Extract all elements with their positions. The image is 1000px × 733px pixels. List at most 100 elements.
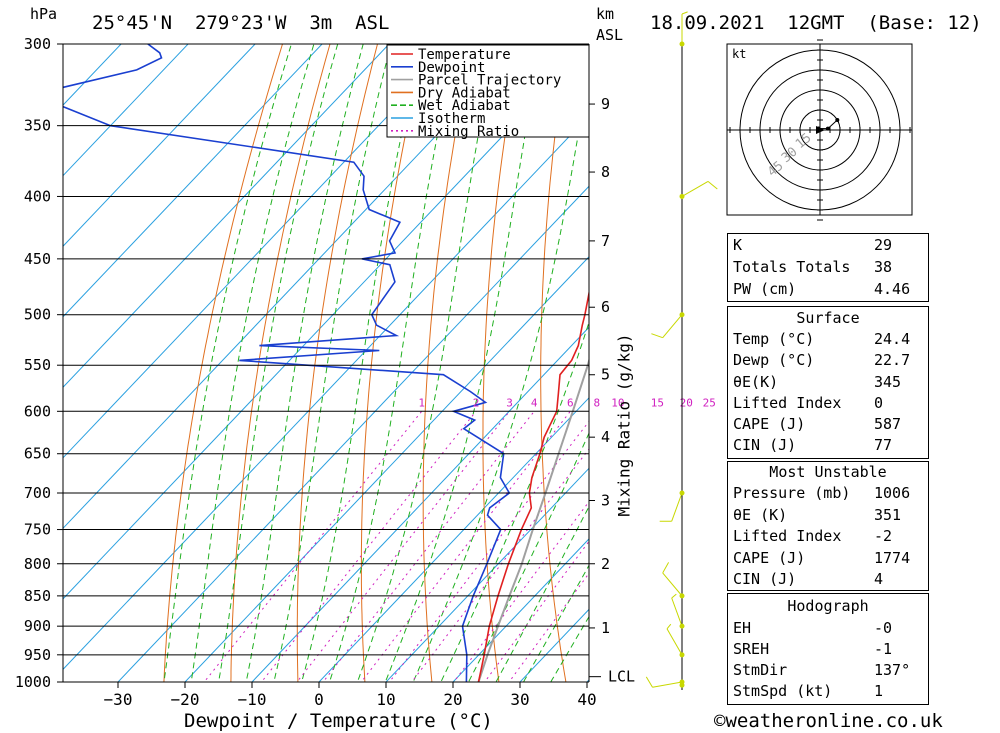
index-label: PW (cm): [733, 280, 797, 298]
pressure-tick-label: 1000: [15, 673, 51, 691]
isotherm-line: [251, 326, 589, 682]
index-value: 38: [874, 258, 893, 276]
surface-row: CIN (J) 77: [728, 435, 928, 456]
pressure-tick-label: 550: [24, 356, 51, 374]
height-tick-label: 3: [601, 492, 610, 510]
wet-adiabat-line: [301, 44, 423, 682]
wind-barb-staff: [666, 628, 683, 656]
mixing-ratio-line: [322, 410, 535, 682]
indices-panel: K 29 Totals Totals 38 PW (cm) 4.46: [727, 233, 929, 302]
mu-label: Pressure (mb): [733, 484, 851, 502]
temperature-tick-label: −20: [171, 690, 200, 709]
storm-motion-marker: [816, 126, 825, 134]
location-title: 25°45'N 279°23'W 3m ASL: [92, 12, 390, 34]
mu-row: CAPE (J) 1774: [728, 548, 928, 569]
hodo-value: 1: [874, 682, 884, 700]
lcl-label: LCL: [608, 668, 635, 686]
mixing-ratio-line: [260, 410, 477, 682]
mixing-ratio-label: 6: [567, 396, 574, 409]
hodo-label: EH: [733, 619, 752, 637]
pressure-tick-label: 900: [24, 617, 51, 635]
wind-barb-feather: [671, 593, 677, 599]
height-tick-label: 5: [601, 366, 610, 384]
surface-panel: Surface Temp (°C) 24.4 Dewp (°C) 22.7 θE(K…: [727, 306, 929, 459]
hodo-row: EH -0: [728, 618, 928, 639]
wet-adiabat-line: [245, 44, 364, 682]
legend-entry: Parcel Trajectory: [418, 73, 561, 89]
wet-adiabat-line: [440, 320, 589, 682]
hodo-label: StmDir: [733, 661, 788, 679]
surface-title-text: Surface: [796, 309, 860, 327]
pressure-tick-label: 650: [24, 445, 51, 463]
surface-row: θE(K) 345: [728, 372, 928, 393]
wet-adiabat-line: [329, 44, 457, 682]
wind-barb-feather: [681, 11, 688, 15]
temperature-tick-label: −10: [238, 690, 267, 709]
index-label: Totals Totals: [733, 258, 851, 276]
surface-row: Dewp (°C) 22.7: [728, 350, 928, 371]
index-label: K: [733, 236, 743, 254]
index-value: 4.46: [874, 280, 911, 298]
isotherm-line: [63, 44, 589, 600]
isotherm-line: [318, 397, 589, 682]
mixing-ratio-line: [360, 410, 571, 682]
pressure-tick-label: 700: [24, 484, 51, 502]
height-tick-label: 9: [601, 95, 610, 113]
mu-label: CIN (J): [733, 570, 797, 588]
legend-entry: Mixing Ratio: [418, 124, 519, 140]
mixing-ratio-line: [508, 572, 589, 682]
mu-value: 1774: [874, 549, 911, 567]
pressure-tick-label: 450: [24, 250, 51, 268]
mixing-ratio-line: [483, 540, 589, 682]
mu-row: Lifted Index -2: [728, 526, 928, 547]
dry-adiabat-line: [540, 44, 569, 682]
wind-barb-staff: [671, 492, 683, 522]
surface-label: CAPE (J): [733, 415, 806, 433]
parcel-trajectory: [477, 357, 589, 682]
pressure-tick-label: 750: [24, 521, 51, 539]
pressure-tick-label: 950: [24, 646, 51, 664]
index-row-pw: PW (cm) 4.46: [728, 279, 928, 300]
dry-adiabat-line: [947, 26, 1000, 708]
index-row-k: K 29: [728, 235, 928, 256]
x-axis-title: Dewpoint / Temperature (°C): [184, 710, 493, 732]
isotherm-line: [63, 44, 323, 318]
mixing-ratio-label: 8: [593, 396, 600, 409]
wet-adiabat-line: [190, 44, 315, 682]
height-tick-label: 2: [601, 555, 610, 573]
surface-row: CAPE (J) 587: [728, 414, 928, 435]
isotherm-line: [63, 44, 457, 459]
isotherm-line: [63, 44, 122, 106]
temperature-tick-label: −30: [104, 690, 133, 709]
temperature-tick-label: 30: [510, 690, 529, 709]
pressure-unit-label: hPa: [30, 5, 58, 23]
pressure-tick-label: 800: [24, 555, 51, 573]
height-tick-label: 7: [601, 232, 610, 250]
pressure-tick-label: 600: [24, 402, 51, 420]
isotherm-line: [63, 44, 524, 530]
credit-link[interactable]: ©weatheronline.co.uk: [714, 710, 943, 732]
temperature-tick-label: 0: [314, 690, 324, 709]
mu-row: θE (K) 351: [728, 505, 928, 526]
dry-adiabat-line: [422, 44, 474, 682]
height-tick-label: 6: [601, 298, 610, 316]
mixing-ratio-label: 1: [418, 396, 425, 409]
wind-barb-staff: [681, 180, 709, 197]
isotherm-line: [63, 114, 589, 671]
surface-value: 0: [874, 394, 884, 412]
height-unit-asl: ASL: [596, 26, 624, 44]
wind-barb-staff: [652, 681, 683, 688]
legend-entry: Temperature: [418, 47, 511, 63]
hodo-value: -1: [874, 640, 893, 658]
mixing-ratio-line: [411, 448, 589, 682]
legend-entry: Dry Adiabat: [418, 85, 511, 101]
wet-adiabat-line: [273, 44, 392, 682]
index-row-totals: Totals Totals 38: [728, 257, 928, 278]
dry-adiabat-line: [230, 44, 331, 682]
mixing-ratio-label: 4: [531, 396, 538, 409]
most-unstable-title: Most Unstable: [728, 462, 928, 483]
most-unstable-title-text: Most Unstable: [769, 463, 887, 481]
surface-label: Dewp (°C): [733, 351, 815, 369]
isotherm-line: [63, 44, 256, 247]
pressure-tick-label: 350: [24, 117, 51, 135]
